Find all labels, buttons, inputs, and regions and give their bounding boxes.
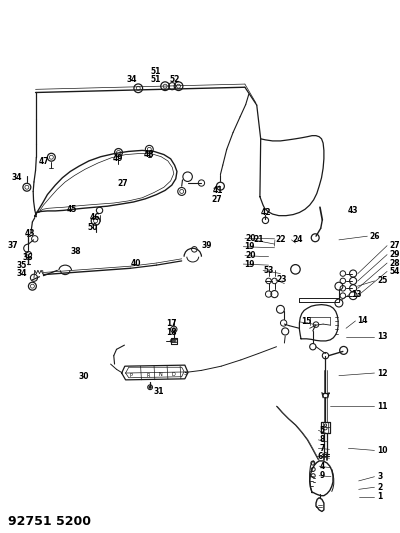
Text: 19: 19 [244, 242, 255, 251]
Text: 45: 45 [66, 205, 77, 214]
Text: 23: 23 [276, 276, 287, 285]
Text: 36: 36 [23, 253, 34, 262]
Text: 54: 54 [389, 267, 400, 276]
Text: 2: 2 [377, 483, 382, 492]
Text: 3: 3 [377, 472, 382, 481]
Text: 1: 1 [377, 492, 382, 501]
Text: 18: 18 [166, 328, 176, 337]
Text: 35: 35 [16, 261, 27, 270]
Text: 37: 37 [8, 240, 18, 249]
Text: 41: 41 [212, 186, 223, 195]
Text: 48: 48 [144, 150, 155, 159]
Text: 11: 11 [377, 402, 388, 411]
Text: 49: 49 [112, 155, 123, 163]
Text: 51: 51 [151, 67, 161, 76]
Text: 22: 22 [276, 236, 286, 244]
Text: 8: 8 [319, 435, 324, 445]
Text: 24: 24 [292, 236, 303, 244]
Text: 51: 51 [151, 75, 161, 84]
Text: 43: 43 [24, 229, 35, 238]
Text: 34: 34 [16, 269, 27, 278]
Text: 13: 13 [352, 290, 362, 299]
Text: D: D [172, 372, 176, 377]
Text: 40: 40 [131, 259, 142, 268]
Text: 25: 25 [377, 277, 388, 285]
Text: 15: 15 [301, 318, 311, 327]
Text: 38: 38 [70, 247, 81, 256]
Text: 3: 3 [184, 371, 187, 376]
Text: 13: 13 [377, 332, 388, 341]
Text: 30: 30 [78, 372, 89, 381]
Text: 12: 12 [377, 368, 388, 377]
Text: 31: 31 [153, 387, 164, 396]
Text: 4: 4 [320, 462, 325, 471]
Text: 7: 7 [319, 444, 324, 453]
Text: 34: 34 [11, 173, 22, 182]
Text: 27: 27 [389, 241, 400, 250]
Text: 17: 17 [166, 319, 176, 327]
Text: 21: 21 [254, 236, 264, 244]
Text: 27: 27 [211, 195, 222, 204]
Text: 43: 43 [348, 206, 358, 215]
Text: 28: 28 [389, 259, 400, 268]
Text: 9: 9 [320, 471, 325, 480]
Text: 50: 50 [88, 223, 98, 232]
Text: 27: 27 [118, 179, 128, 188]
Text: 92751 5200: 92751 5200 [8, 515, 91, 528]
Text: 29: 29 [389, 250, 400, 259]
Text: 6: 6 [318, 451, 323, 461]
Text: 10: 10 [377, 446, 388, 455]
Text: 42: 42 [261, 208, 271, 217]
Text: N: N [159, 372, 163, 377]
Text: 34: 34 [126, 75, 137, 84]
Text: 5: 5 [319, 426, 324, 435]
Text: 39: 39 [202, 240, 212, 249]
Text: 47: 47 [39, 157, 49, 166]
Text: 19: 19 [244, 260, 255, 269]
Text: 20: 20 [246, 251, 256, 260]
Circle shape [149, 386, 151, 389]
Text: 52: 52 [170, 75, 180, 84]
Text: 14: 14 [358, 317, 368, 326]
Text: R: R [146, 373, 150, 378]
Text: P: P [130, 373, 132, 378]
Text: 46: 46 [90, 213, 100, 222]
Text: 53: 53 [264, 266, 274, 275]
Text: 26: 26 [369, 232, 380, 241]
Text: 20: 20 [246, 234, 256, 243]
